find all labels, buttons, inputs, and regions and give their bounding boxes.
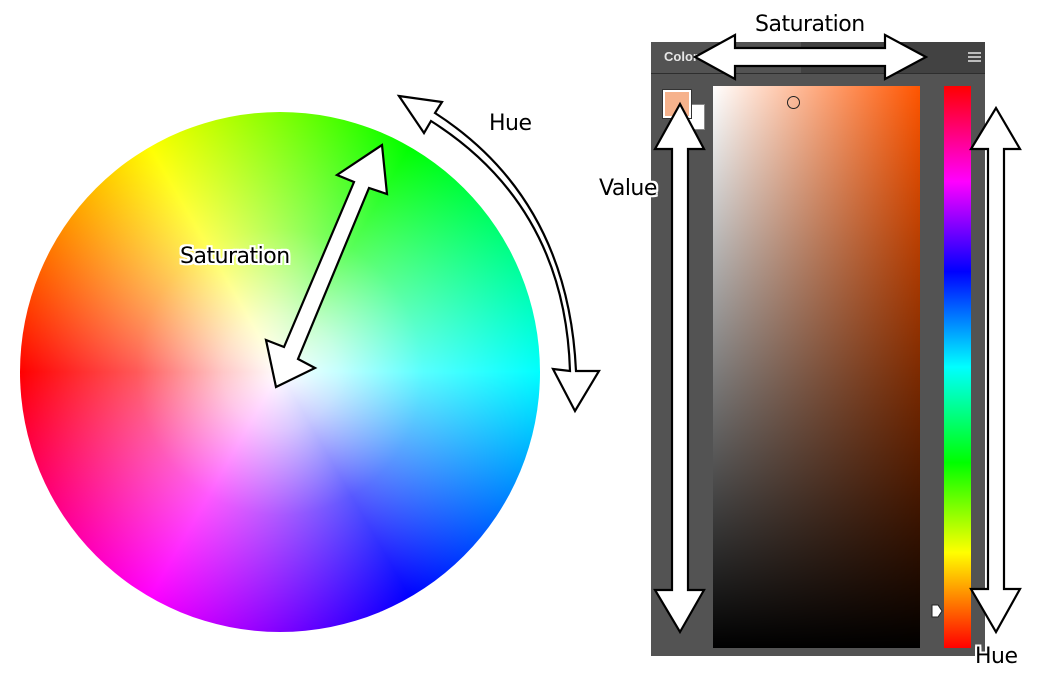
panel-saturation-label: Saturation bbox=[755, 12, 865, 37]
tab-color-label: Color bbox=[664, 49, 698, 64]
panel-hue-label: Hue bbox=[975, 644, 1018, 669]
hue-slider-marker[interactable] bbox=[931, 604, 943, 618]
panel-saturation-arrow bbox=[692, 33, 929, 81]
saturation-value-field[interactable] bbox=[713, 86, 920, 648]
panel-value-arrow bbox=[653, 101, 706, 635]
hue-slider[interactable] bbox=[944, 86, 971, 648]
panel-hue-arrow bbox=[969, 105, 1022, 635]
panel-value-label: Value bbox=[599, 176, 657, 201]
wheel-hue-arrow bbox=[396, 94, 601, 414]
color-picker-cursor[interactable] bbox=[787, 96, 800, 109]
wheel-hue-label: Hue bbox=[489, 111, 532, 136]
wheel-saturation-arrow bbox=[264, 143, 389, 389]
hamburger-menu-icon[interactable] bbox=[968, 52, 981, 63]
wheel-saturation-label: Saturation bbox=[180, 244, 290, 269]
